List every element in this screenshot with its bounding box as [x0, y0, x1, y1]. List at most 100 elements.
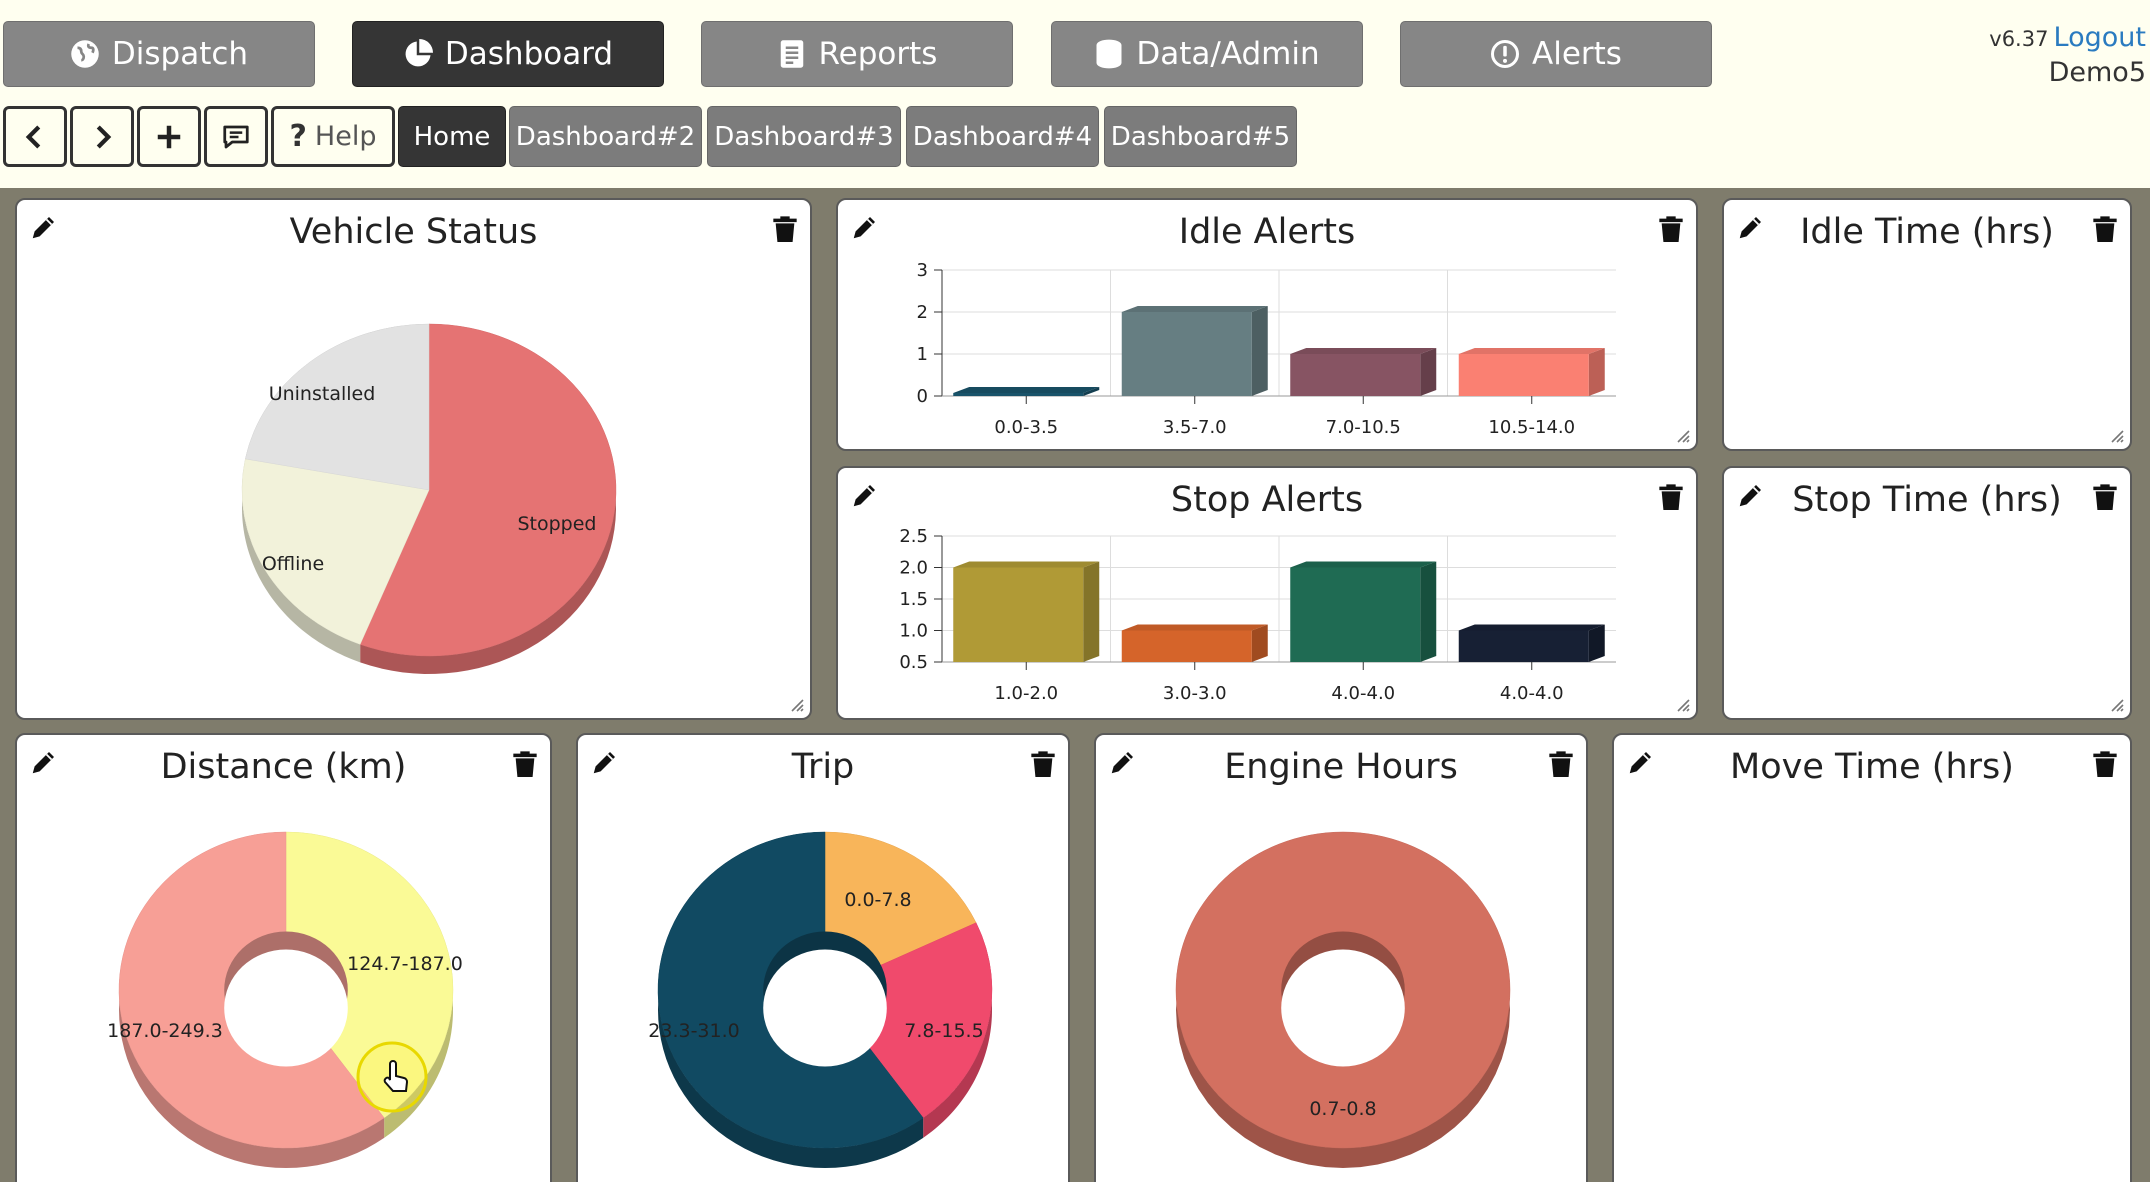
trash-icon[interactable] [1030, 749, 1056, 777]
tab-dashboard-2[interactable]: Dashboard#2 [509, 106, 702, 167]
stop_alerts-bar-side-0 [1083, 561, 1100, 662]
trash-icon[interactable] [512, 749, 538, 777]
data-admin-label: Data/Admin [1136, 36, 1320, 72]
mouse-cursor-highlight [356, 1041, 428, 1113]
edit-icon[interactable] [590, 747, 620, 777]
distance-label-0: 124.7-187.0 [347, 953, 463, 975]
engine-hours-panel: Engine Hours 0.7-0.8 [1094, 733, 1588, 1182]
idle_alerts-bar-front-1 [1121, 312, 1252, 396]
alerts-button[interactable]: Alerts [1400, 21, 1712, 87]
trip-label-0: 0.0-7.8 [844, 889, 911, 911]
idle-alerts-panel: Idle Alerts 0 1 2 3 0.0-3.5 3.5-7.0 7.0-10.5 10… [836, 198, 1698, 451]
edit-icon[interactable] [29, 747, 59, 777]
stop_alerts-bar-front-1 [1121, 630, 1252, 662]
idle_alerts-xtick-3: 10.5-14.0 [1488, 417, 1575, 438]
stop-alerts-title: Stop Alerts [1170, 480, 1364, 520]
resize-handle-icon[interactable] [2108, 696, 2124, 712]
question-icon: ? [289, 119, 307, 154]
distance-depth-1 [119, 832, 385, 1168]
idle_alerts-bar-side-1 [1251, 306, 1268, 396]
hand-pointer-icon [383, 1060, 408, 1092]
edit-icon[interactable] [1736, 212, 1766, 242]
stop_alerts-xtick-1: 3.0-3.0 [1163, 683, 1227, 704]
database-icon [1096, 39, 1122, 69]
vehicle_status-depth-1 [242, 458, 361, 663]
idle_alerts-xtick-0: 0.0-3.5 [994, 417, 1058, 438]
resize-handle-icon[interactable] [2108, 427, 2124, 443]
version-label: v6.37 [1989, 27, 2049, 51]
engine_hours-hole [1281, 949, 1405, 1067]
distance-title: Distance (km) [160, 747, 407, 787]
trash-icon[interactable] [772, 214, 798, 242]
dispatch-button[interactable]: Dispatch [3, 21, 315, 87]
comment-button[interactable] [204, 106, 268, 167]
forward-button[interactable] [70, 106, 134, 167]
idle_alerts-bar-side-2 [1420, 348, 1437, 396]
resize-handle-icon[interactable] [1674, 427, 1690, 443]
reports-label: Reports [818, 36, 938, 72]
idle_alerts-bar-front-0 [953, 393, 1084, 396]
stop_alerts-ytick-0: 0.5 [899, 652, 928, 673]
trip-donut-hole [763, 931, 887, 1067]
stop_alerts-bar-top-0 [953, 561, 1100, 568]
idle-alerts-chart: 0 1 2 3 0.0-3.5 3.5-7.0 7.0-10.5 10.5-14.0 [917, 260, 1616, 438]
help-button[interactable]: ? Help [271, 106, 395, 167]
edit-icon[interactable] [1108, 747, 1138, 777]
resize-handle-icon[interactable] [1674, 696, 1690, 712]
comment-icon [223, 125, 249, 148]
vehicle_status-label-2: Uninstalled [269, 383, 376, 405]
idle_alerts-bar-3 [1458, 348, 1605, 396]
stop-alerts-panel: Stop Alerts 0.5 1.0 1.5 2.0 2.5 1.0-2.0 3.0-3.… [836, 466, 1698, 720]
edit-icon[interactable] [29, 212, 59, 242]
trash-icon[interactable] [2092, 214, 2118, 242]
tab-dashboard-4[interactable]: Dashboard#4 [906, 106, 1099, 167]
trip-label-2: 23.3-31.0 [648, 1020, 739, 1042]
dashboard-button[interactable]: Dashboard [352, 21, 664, 87]
idle_alerts-bar-top-1 [1121, 306, 1268, 312]
vehicle_status-slice-1 [241, 458, 430, 645]
trash-icon[interactable] [1548, 749, 1574, 777]
chevron-left-icon [25, 124, 41, 149]
stop-alerts-chart: 0.5 1.0 1.5 2.0 2.5 1.0-2.0 3.0-3.0 4.0-4.0 4.0-… [899, 526, 1616, 704]
stop_alerts-xtick-0: 1.0-2.0 [994, 683, 1058, 704]
vehicle_status-slice-0 [359, 323, 617, 657]
distance-donut-hole [224, 931, 348, 1067]
trash-icon[interactable] [1658, 214, 1684, 242]
resize-handle-icon[interactable] [788, 696, 804, 712]
edit-icon[interactable] [850, 480, 880, 510]
vehicle_status-label-1: Offline [262, 553, 324, 575]
edit-icon[interactable] [1626, 747, 1656, 777]
engine_hours-label-0: 0.7-0.8 [1309, 1098, 1376, 1120]
stop_alerts-bar-2 [1290, 561, 1437, 662]
trash-icon[interactable] [1658, 482, 1684, 510]
edit-icon[interactable] [850, 212, 880, 242]
trip-title: Trip [791, 747, 855, 787]
stop_alerts-bar-front-2 [1290, 567, 1421, 662]
back-button[interactable] [3, 106, 67, 167]
idle_alerts-ytick-2: 2 [917, 302, 928, 323]
trash-icon[interactable] [2092, 482, 2118, 510]
stop_alerts-bar-top-2 [1290, 561, 1437, 568]
version-info: v6.37 Logout Demo5 [1989, 22, 2146, 89]
idle_alerts-ytick-0: 0 [917, 386, 928, 407]
add-dashboard-button[interactable] [137, 106, 201, 167]
tab-dashboard-3[interactable]: Dashboard#3 [707, 106, 901, 167]
idle_alerts-bar-top-3 [1458, 348, 1605, 354]
edit-icon[interactable] [1736, 480, 1766, 510]
reports-button[interactable]: Reports [701, 21, 1013, 87]
idle-alerts-title: Idle Alerts [1178, 212, 1356, 252]
vehicle-status-chart: Stopped Offline Uninstalled [241, 323, 617, 674]
top-bar: Dispatch Dashboard Reports Data/Admin Al… [0, 0, 2150, 188]
stop_alerts-bar-1 [1121, 624, 1268, 662]
vehicle-status-title: Vehicle Status [289, 212, 538, 252]
trip-depth-1 [923, 922, 992, 1138]
idle_alerts-bar-side-3 [1588, 348, 1605, 396]
tab-dashboard-5[interactable]: Dashboard#5 [1104, 106, 1297, 167]
data-admin-button[interactable]: Data/Admin [1051, 21, 1363, 87]
trip-chart: 0.0-7.8 7.8-15.5 23.3-31.0 [648, 831, 993, 1168]
tab-home[interactable]: Home [398, 106, 506, 167]
trash-icon[interactable] [2092, 749, 2118, 777]
engine_hours-donut-hole [1281, 931, 1405, 1067]
move-time-title: Move Time (hrs) [1730, 747, 2014, 787]
logout-link[interactable]: Logout [2053, 22, 2146, 53]
